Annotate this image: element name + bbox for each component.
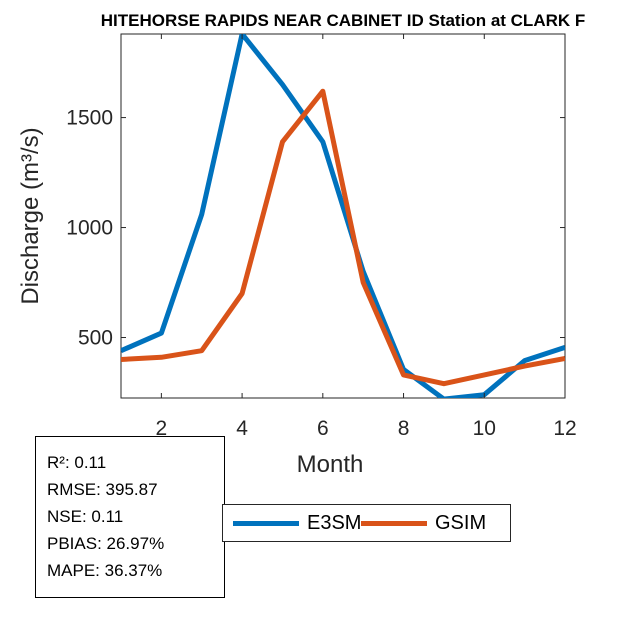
series-line-e3sm bbox=[121, 34, 565, 398]
stat-mape: MAPE: 36.37% bbox=[47, 561, 163, 580]
stat-pbias: PBIAS: 26.97% bbox=[47, 534, 165, 553]
x-tick-label: 6 bbox=[317, 417, 329, 440]
legend-swatch-gsim bbox=[361, 520, 427, 526]
legend: E3SM GSIM bbox=[222, 504, 511, 542]
series-line-gsim bbox=[121, 88, 565, 387]
stats-box: R²: 0.11 RMSE: 395.87 NSE: 0.11 PBIAS: 2… bbox=[35, 436, 225, 598]
x-tick-label: 10 bbox=[473, 417, 496, 440]
x-tick-label: 8 bbox=[398, 417, 410, 440]
legend-item-e3sm: E3SM bbox=[233, 505, 361, 541]
y-tick-label: 500 bbox=[78, 327, 113, 350]
legend-swatch-e3sm bbox=[233, 520, 299, 526]
x-tick-label: 12 bbox=[553, 417, 576, 440]
legend-label-e3sm: E3SM bbox=[307, 511, 362, 534]
stat-rmse: RMSE: 395.87 bbox=[47, 480, 158, 499]
x-axis-label: Month bbox=[297, 451, 364, 478]
y-tick-label: 1500 bbox=[66, 107, 113, 130]
chart-title: HITEHORSE RAPIDS NEAR CABINET ID Station… bbox=[101, 11, 586, 30]
legend-label-gsim: GSIM bbox=[435, 511, 487, 534]
x-tick-label: 4 bbox=[236, 417, 248, 440]
y-axis-label: Discharge (m³/s) bbox=[17, 127, 44, 304]
x-tick-label: 2 bbox=[156, 417, 168, 440]
y-tick-label: 1000 bbox=[66, 217, 113, 240]
legend-item-gsim: GSIM bbox=[361, 505, 486, 541]
stat-r2: R²: 0.11 bbox=[47, 453, 107, 472]
stat-nse: NSE: 0.11 bbox=[47, 507, 124, 526]
plot-area bbox=[120, 33, 566, 399]
